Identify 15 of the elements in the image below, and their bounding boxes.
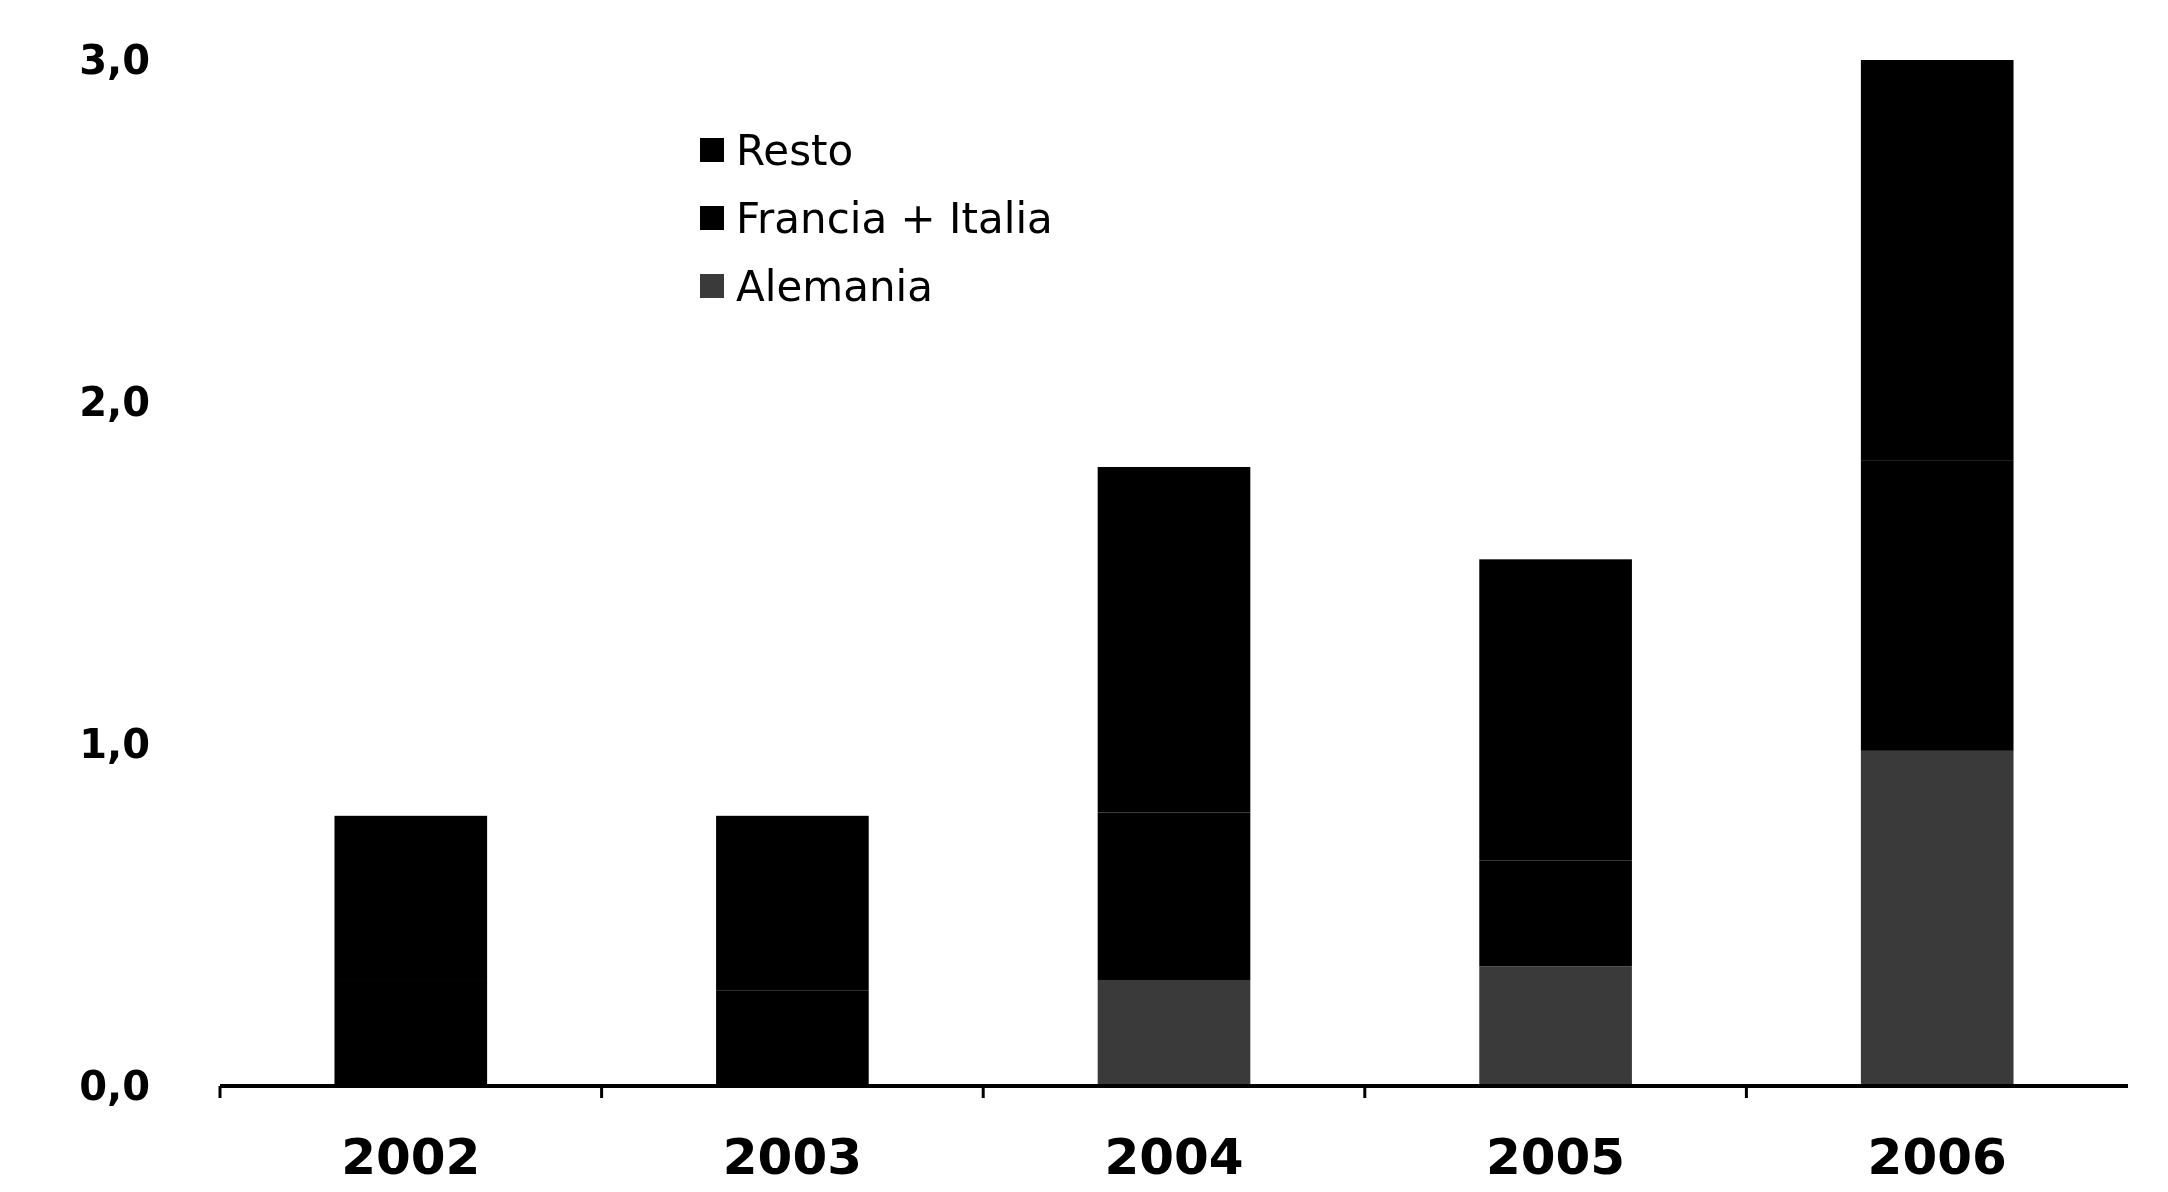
legend-label: Resto <box>736 125 854 175</box>
x-tick-label: 2006 <box>1867 1128 2007 1186</box>
x-tick-label: 2002 <box>341 1128 481 1186</box>
x-tick-label: 2003 <box>722 1128 862 1186</box>
bar <box>1860 750 2014 1086</box>
x-tick-label: 2005 <box>1486 1128 1626 1186</box>
legend-label: Alemania <box>736 261 933 311</box>
bar <box>1097 979 1251 1086</box>
bar <box>1479 966 1632 1086</box>
x-tick-label: 2004 <box>1104 1128 1244 1186</box>
y-tick-label: 2,0 <box>79 379 150 425</box>
y-tick-label: 1,0 <box>79 721 150 767</box>
y-tick-label: 3,0 <box>79 37 150 83</box>
legend-label: Francia + Italia <box>736 193 1053 243</box>
y-tick-label: 0,0 <box>79 1063 150 1109</box>
